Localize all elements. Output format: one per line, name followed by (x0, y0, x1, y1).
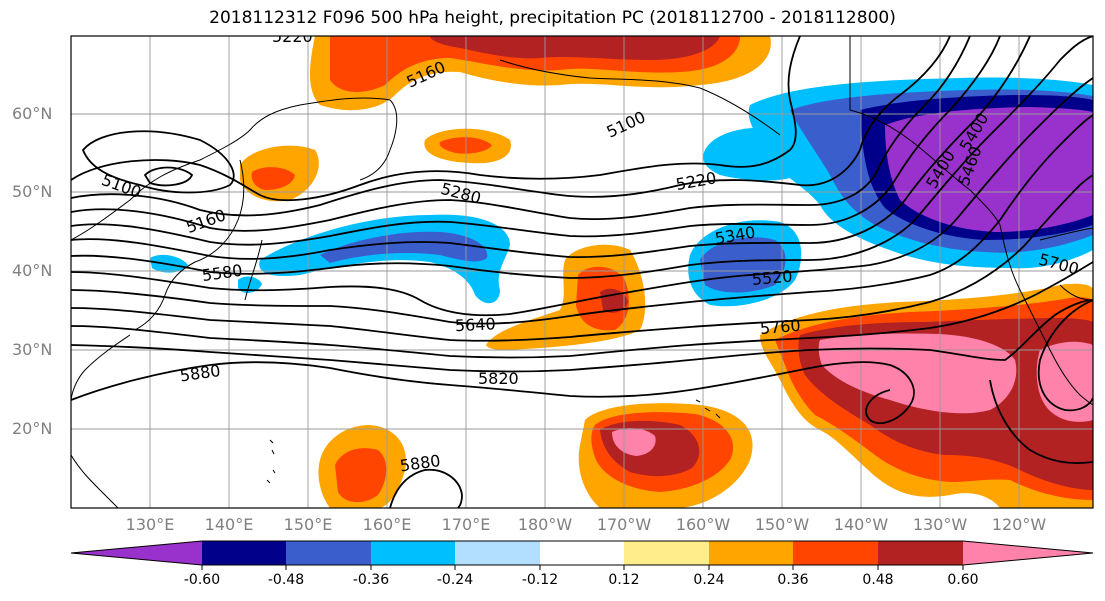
colorbar-tick-label: -0.48 (267, 572, 305, 588)
colorbar (70, 540, 1094, 570)
colorbar-tick-label: 0.48 (862, 572, 894, 588)
graticule (71, 36, 1093, 508)
longitude-label: 170°E (441, 515, 491, 534)
map-frame (70, 35, 1094, 509)
contour-label: 5640 (454, 314, 496, 335)
colorbar-extend-low (71, 541, 202, 565)
latitude-label: 40°N (12, 261, 53, 280)
longitude-label: 130°E (125, 515, 175, 534)
colorbar-segment (455, 541, 540, 565)
colorbar-segment (878, 541, 963, 565)
coastlines (71, 36, 1093, 508)
map-title: 2018112312 F096 500 hPa height, precipit… (209, 8, 896, 28)
contour-label: 5220 (272, 27, 313, 46)
map-plot-area: 5220 5160 5100 5100 5160 5280 5220 5340 … (71, 27, 1093, 508)
contour-label: 5820 (478, 369, 519, 388)
longitude-label: 130°W (912, 515, 968, 534)
longitude-label: 160°W (675, 515, 731, 534)
longitude-label: 140°E (204, 515, 254, 534)
colorbar-segment (793, 541, 878, 565)
colorbar-segment (371, 541, 456, 565)
colorbar-tick-label: -0.60 (183, 572, 221, 588)
colorbar-segment (202, 541, 287, 565)
colorbar-segment (624, 541, 709, 565)
colorbar-tick-label: 0.24 (693, 572, 725, 588)
colorbar-segment (286, 541, 371, 565)
latitude-label: 30°N (12, 340, 53, 359)
colorbar-extend-high (963, 541, 1093, 565)
colorbar-segment (540, 541, 625, 565)
colorbar-tick-label: -0.24 (436, 572, 474, 588)
colorbar-segment (709, 541, 794, 565)
longitude-label: 180°W (517, 515, 573, 534)
longitude-label: 170°W (596, 515, 652, 534)
longitude-label: 150°E (283, 515, 333, 534)
contour-label: 5760 (759, 316, 801, 338)
colorbar-tick-label: 0.60 (947, 572, 979, 588)
colorbar-tick-label: 0.12 (608, 572, 640, 588)
longitude-label: 160°E (362, 515, 412, 534)
height-contours (71, 36, 1093, 508)
longitude-label: 140°W (833, 515, 889, 534)
latitude-label: 60°N (12, 104, 53, 123)
contour-label: 5520 (751, 267, 793, 289)
colorbar-tick-label: -0.36 (352, 572, 390, 588)
latitude-label: 50°N (12, 182, 53, 201)
colorbar-tick-label: 0.36 (777, 572, 809, 588)
colorbar-tick-label: -0.12 (521, 572, 559, 588)
longitude-label: 150°W (754, 515, 810, 534)
latitude-label: 20°N (12, 419, 53, 438)
longitude-label: 120°W (991, 515, 1047, 534)
